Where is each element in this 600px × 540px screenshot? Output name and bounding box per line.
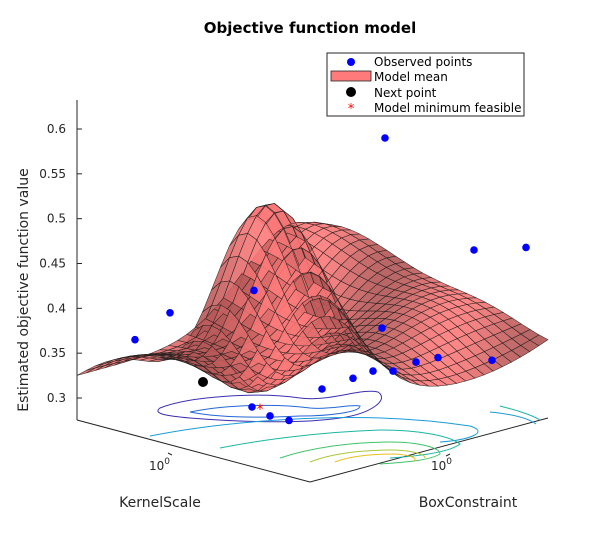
- surface-cell: [148, 358, 167, 363]
- observed-point: [250, 286, 258, 295]
- observed-point: [131, 335, 139, 344]
- axis-tick-mark: [167, 452, 173, 456]
- x-tick-base: 10: [149, 459, 164, 473]
- chart-title: Objective function model: [204, 19, 416, 37]
- next-point-marker: [198, 377, 208, 387]
- z-tick-labels: 0.3 0.35 0.4 0.45 0.5 0.55 0.6: [39, 122, 66, 405]
- observed-point: [349, 374, 357, 383]
- model-minimum-marker: *: [257, 402, 264, 418]
- axis-tick-mark: [445, 453, 451, 457]
- legend-mean-label: Model mean: [374, 70, 448, 84]
- z-tick-label: 0.3: [47, 391, 66, 405]
- contour-line: [189, 404, 361, 418]
- z-tick-label: 0.5: [47, 212, 66, 226]
- y-tick-base: 10: [431, 459, 446, 473]
- observed-point: [488, 356, 496, 365]
- model-mean-surface: [76, 203, 549, 394]
- observed-point: [389, 367, 397, 375]
- observed-point: [470, 246, 478, 254]
- legend-minimum-icon: *: [348, 102, 355, 117]
- surface-cell: [248, 390, 267, 394]
- contour-line: [149, 416, 479, 443]
- z-axis-label: Estimated objective function value: [16, 168, 32, 411]
- observed-point: [266, 412, 274, 420]
- contour-line: [489, 411, 537, 425]
- surface-cell: [418, 380, 440, 387]
- x-axis-label: KernelScale: [119, 495, 201, 511]
- observed-point: [369, 367, 377, 375]
- x-axis-line: [76, 419, 311, 483]
- legend-minimum-label: Model minimum feasible: [374, 101, 522, 115]
- observed-point: [318, 385, 326, 393]
- observed-point: [412, 358, 420, 366]
- observed-point: [381, 134, 389, 142]
- z-tick-label: 0.6: [47, 122, 66, 136]
- observed-point: [378, 324, 386, 332]
- z-tick-label: 0.45: [39, 257, 66, 271]
- x-tick-label: 100: [149, 457, 170, 473]
- observed-points: [131, 134, 530, 425]
- observed-point: [522, 243, 530, 252]
- legend-next-label: Next point: [374, 86, 437, 100]
- legend: Observed points Model mean Next point * …: [326, 52, 525, 117]
- y-tick-exponent: 0: [446, 457, 452, 467]
- x-tick-exponent: 0: [164, 457, 170, 467]
- y-axis-line: [309, 417, 549, 483]
- observed-point: [434, 353, 442, 362]
- z-tick-label: 0.35: [39, 346, 66, 360]
- legend-next-icon: [346, 87, 356, 97]
- contour-plot: [149, 390, 541, 465]
- observed-point: [166, 309, 174, 317]
- contour-line: [499, 405, 541, 421]
- contour-line: [334, 453, 416, 463]
- contour-line: [309, 449, 426, 463]
- legend-surface-swatch: [330, 70, 372, 82]
- legend-observed-icon: [347, 58, 355, 66]
- legend-observed-label: Observed points: [374, 55, 472, 69]
- z-tick-label: 0.55: [39, 167, 66, 181]
- contour-line: [157, 390, 382, 423]
- observed-point: [248, 403, 256, 411]
- surface-cell: [76, 367, 96, 376]
- observed-point: [285, 416, 293, 425]
- z-tick-label: 0.4: [47, 301, 66, 315]
- legend-box: [326, 52, 525, 117]
- y-axis-label: BoxConstraint: [419, 495, 518, 511]
- y-tick-label: 100: [431, 457, 452, 473]
- tick-marks: [77, 128, 451, 457]
- contour-line: [279, 441, 441, 465]
